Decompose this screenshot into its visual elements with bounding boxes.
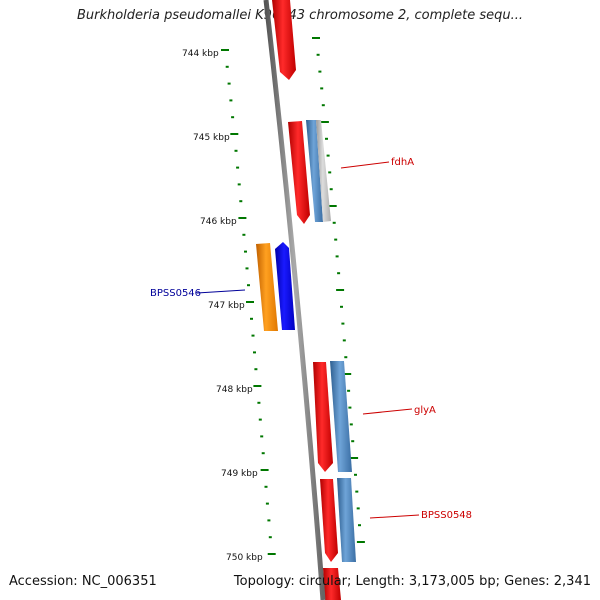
scale-label-744: 744 kbp — [182, 49, 219, 59]
map-title: Burkholderia pseudomallei K96243 chromos… — [76, 8, 524, 23]
gene-label-fdhA[interactable]: fdhA — [391, 157, 414, 168]
gene-fdhA-red[interactable] — [288, 121, 310, 224]
scale-label-747: 747 kbp — [208, 301, 245, 311]
gene-top-red[interactable] — [272, 0, 296, 80]
topology-summary: Topology: circular; Length: 3,173,005 bp… — [233, 574, 591, 589]
scale-label-750: 750 kbp — [226, 553, 263, 563]
gene-label-glyA[interactable]: glyA — [414, 405, 436, 416]
label-line-glyA — [362, 408, 413, 415]
scale-label-746: 746 kbp — [200, 217, 237, 227]
scale-track-outer — [312, 37, 365, 543]
gene-glyA-red[interactable] — [313, 362, 333, 472]
scale-label-749: 749 kbp — [221, 469, 258, 479]
accession-text: Accession: NC_006351 — [9, 574, 157, 589]
label-line-BPSS0546 — [196, 289, 246, 294]
gene-fdhA-grey[interactable] — [316, 120, 331, 222]
label-line-fdhA — [340, 161, 390, 169]
scale-track-inner — [221, 49, 276, 555]
gene-bottom-red[interactable] — [323, 568, 341, 600]
gene-BPSS0546-orange[interactable] — [256, 243, 278, 331]
gene-BPSS0548-steel[interactable] — [337, 478, 356, 562]
gene-glyA-steel[interactable] — [330, 361, 352, 472]
scale-label-745: 745 kbp — [193, 133, 230, 143]
chromosome-backbone — [263, 0, 326, 600]
gene-label-BPSS0546[interactable]: BPSS0546 — [150, 288, 201, 299]
gene-BPSS0546-blue[interactable] — [275, 242, 295, 330]
gene-fdhA-steel[interactable] — [306, 120, 323, 222]
gene-label-BPSS0548[interactable]: BPSS0548 — [421, 510, 472, 521]
scale-label-748: 748 kbp — [216, 385, 253, 395]
label-line-BPSS0548 — [369, 514, 420, 519]
gene-BPSS0548-red[interactable] — [320, 479, 338, 562]
